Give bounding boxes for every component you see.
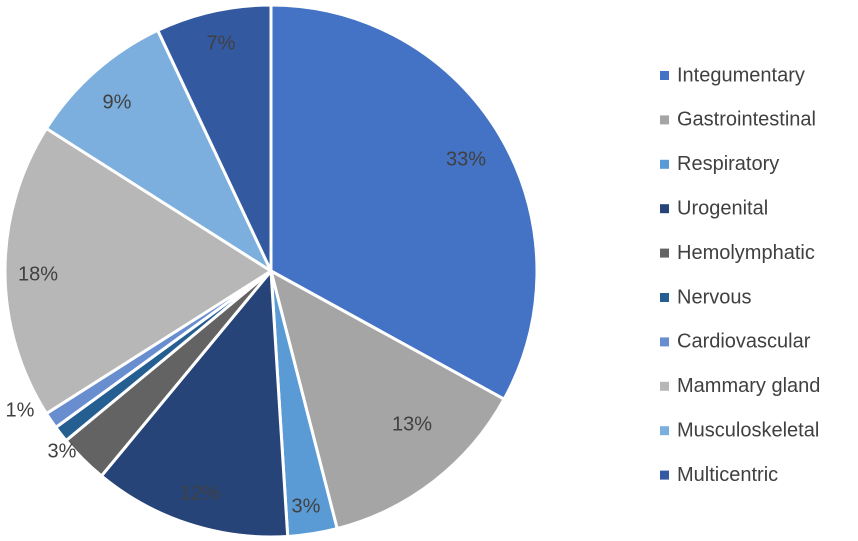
legend-swatch-multicentric bbox=[660, 470, 669, 480]
legend-swatch-integumentary bbox=[660, 71, 669, 80]
legend-swatch-musculoskeletal bbox=[660, 426, 669, 436]
pie-slices bbox=[3, 3, 539, 539]
legend: Integumentary Gastrointestinal Respiratory… bbox=[660, 64, 820, 486]
data-label-cardiovascular: 1% bbox=[6, 399, 35, 421]
legend-label-urogenital: Urogenital bbox=[677, 197, 768, 219]
legend-label-multicentric: Multicentric bbox=[677, 464, 778, 486]
pie-slice-mammary-gland bbox=[3, 126, 273, 416]
legend-swatch-cardiovascular bbox=[660, 337, 669, 347]
data-label-multicentric: 7% bbox=[207, 32, 236, 54]
pie-slice-gastrointestinal bbox=[269, 269, 506, 531]
legend-label-cardiovascular: Cardiovascular bbox=[677, 331, 811, 353]
pie-slice-integumentary bbox=[269, 3, 539, 401]
data-label-mammary-gland: 18% bbox=[18, 263, 58, 285]
data-label-integumentary: 33% bbox=[446, 148, 486, 170]
legend-label-hemolymphatic: Hemolymphatic bbox=[677, 242, 815, 264]
legend-label-nervous: Nervous bbox=[677, 286, 751, 308]
legend-label-gastrointestinal: Gastrointestinal bbox=[677, 109, 816, 131]
legend-label-integumentary: Integumentary bbox=[677, 64, 805, 86]
legend-label-musculoskeletal: Musculoskeletal bbox=[677, 419, 819, 441]
legend-swatch-hemolymphatic bbox=[660, 248, 669, 258]
pie-data-labels: 33% 13% 3% 12% 3% 1% 18% 9% 7% bbox=[6, 32, 487, 517]
data-label-respiratory: 3% bbox=[292, 495, 321, 517]
legend-swatch-nervous bbox=[660, 293, 669, 302]
legend-swatch-respiratory bbox=[660, 159, 669, 169]
data-label-urogenital: 12% bbox=[180, 482, 220, 504]
legend-label-respiratory: Respiratory bbox=[677, 153, 779, 175]
legend-swatch-gastrointestinal bbox=[660, 115, 669, 125]
data-label-musculoskeletal: 9% bbox=[103, 91, 132, 113]
pie-slice-musculoskeletal bbox=[44, 28, 273, 273]
data-label-gastrointestinal: 13% bbox=[392, 413, 432, 435]
data-label-hemolymphatic: 3% bbox=[48, 440, 77, 462]
legend-swatch-urogenital bbox=[660, 204, 669, 214]
legend-label-mammary-gland: Mammary gland bbox=[677, 375, 820, 397]
legend-swatch-mammary-gland bbox=[660, 381, 669, 391]
pie-slice-urogenital bbox=[99, 269, 290, 539]
pie-slice-multicentric bbox=[156, 3, 273, 273]
